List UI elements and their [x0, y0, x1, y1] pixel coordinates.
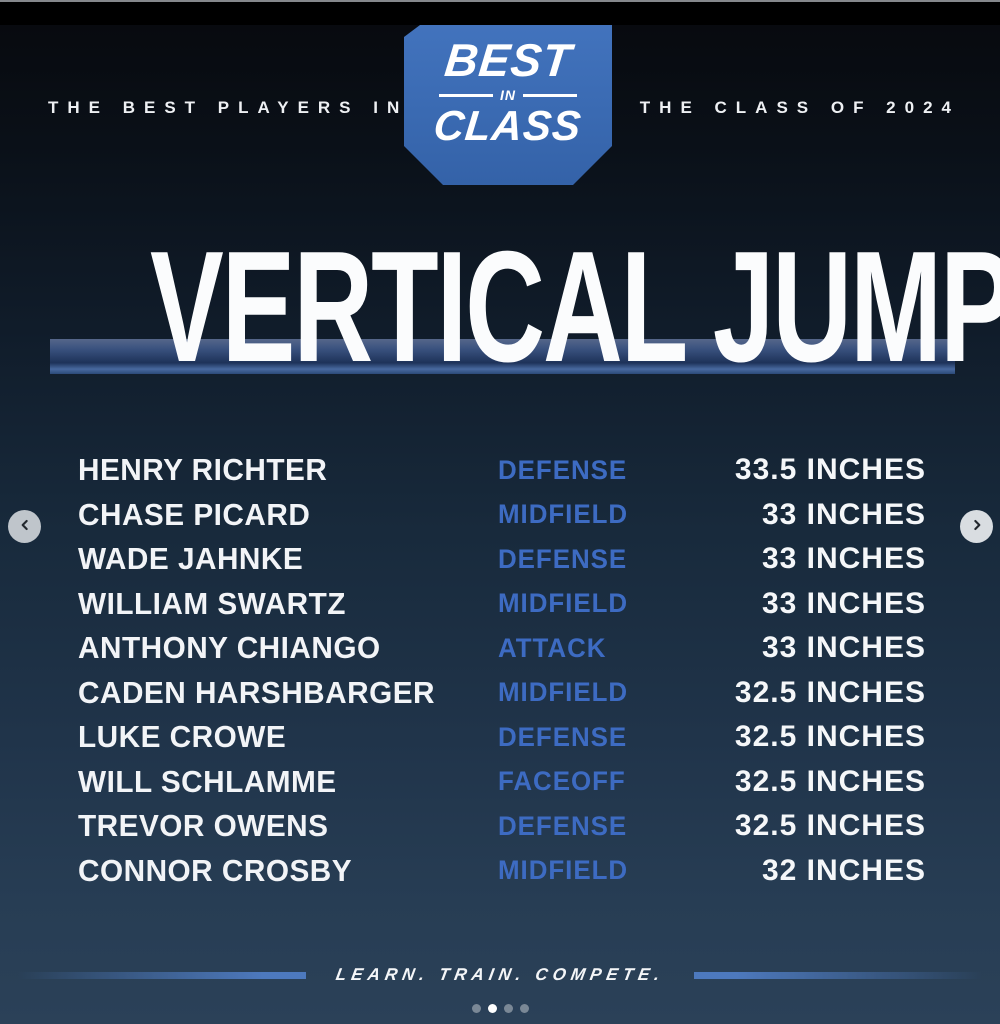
player-measurement: 32.5 INCHES	[734, 809, 926, 843]
chevron-right-icon	[969, 517, 985, 536]
player-position: MIDFIELD	[498, 588, 629, 619]
player-name: LUKE CROWE	[78, 719, 287, 755]
carousel-prev-button[interactable]	[8, 510, 41, 543]
ranking-table: HENRY RICHTER DEFENSE 33.5 INCHES CHASE …	[78, 448, 926, 893]
player-name: CADEN HARSHBARGER	[78, 674, 436, 710]
player-name: CONNOR CROSBY	[78, 852, 353, 888]
table-row: CADEN HARSHBARGER MIDFIELD 32.5 INCHES	[78, 671, 926, 716]
logo-word-class: CLASS	[431, 102, 585, 149]
player-measurement: 33 INCHES	[761, 631, 926, 665]
table-row: WILLIAM SWARTZ MIDFIELD 33 INCHES	[78, 582, 926, 627]
player-position: ATTACK	[498, 632, 607, 663]
logo-divider-line-right	[523, 93, 577, 97]
footer-tagline-row: LEARN. TRAIN. COMPETE.	[0, 961, 1000, 989]
player-measurement: 33 INCHES	[761, 542, 926, 576]
player-name: CHASE PICARD	[78, 496, 311, 532]
player-position: MIDFIELD	[498, 499, 629, 530]
table-row: ANTHONY CHIANGO ATTACK 33 INCHES	[78, 626, 926, 671]
logo-word-in: IN	[500, 87, 516, 103]
carousel-dots	[0, 1004, 1000, 1013]
tagline-line-left	[17, 971, 306, 979]
footer-tagline: LEARN. TRAIN. COMPETE.	[334, 965, 666, 984]
carousel-dot[interactable]	[503, 1004, 513, 1013]
chevron-left-icon	[17, 517, 33, 536]
player-measurement: 32.5 INCHES	[734, 675, 926, 709]
player-position: DEFENSE	[498, 721, 628, 752]
player-measurement: 33 INCHES	[761, 497, 926, 531]
player-measurement: 33 INCHES	[761, 586, 926, 620]
table-row: WILL SCHLAMME FACEOFF 32.5 INCHES	[78, 760, 926, 805]
player-name: WILL SCHLAMME	[78, 763, 337, 799]
player-name: WADE JAHNKE	[78, 541, 304, 577]
carousel-next-button[interactable]	[960, 510, 993, 543]
carousel-dot[interactable]	[519, 1004, 529, 1013]
player-position: DEFENSE	[498, 543, 628, 574]
tagline-line-right	[694, 971, 983, 979]
table-row: CONNOR CROSBY MIDFIELD 32 INCHES	[78, 849, 926, 894]
player-name: HENRY RICHTER	[78, 452, 328, 488]
logo-divider-line-left	[439, 93, 493, 97]
kicker-left: THE BEST PLAYERS IN	[48, 98, 409, 117]
best-in-class-logo: BEST IN CLASS	[404, 25, 612, 185]
player-position: FACEOFF	[498, 766, 626, 797]
player-position: DEFENSE	[498, 454, 628, 485]
logo-in-divider: IN	[439, 88, 577, 102]
player-measurement: 32.5 INCHES	[734, 764, 926, 798]
top-hairline	[0, 0, 1000, 2]
carousel-dot[interactable]	[471, 1004, 481, 1013]
page-title: VERTICAL JUMP	[150, 219, 1000, 395]
player-position: MIDFIELD	[498, 855, 629, 886]
player-measurement: 32 INCHES	[761, 853, 926, 887]
player-measurement: 32.5 INCHES	[734, 720, 926, 754]
player-position: MIDFIELD	[498, 677, 629, 708]
logo-word-best: BEST	[441, 34, 575, 86]
table-row: WADE JAHNKE DEFENSE 33 INCHES	[78, 537, 926, 582]
player-measurement: 33.5 INCHES	[734, 453, 926, 487]
table-row: LUKE CROWE DEFENSE 32.5 INCHES	[78, 715, 926, 760]
player-name: ANTHONY CHIANGO	[78, 630, 381, 666]
player-position: DEFENSE	[498, 810, 628, 841]
player-name: TREVOR OWENS	[78, 808, 329, 844]
carousel-dot-active[interactable]	[487, 1004, 497, 1013]
table-row: TREVOR OWENS DEFENSE 32.5 INCHES	[78, 804, 926, 849]
top-black-band	[0, 2, 1000, 25]
kicker-right: THE CLASS OF 2024	[639, 98, 960, 117]
player-name: WILLIAM SWARTZ	[78, 585, 346, 621]
table-row: HENRY RICHTER DEFENSE 33.5 INCHES	[78, 448, 926, 493]
title-accent-bar	[50, 339, 955, 374]
table-row: CHASE PICARD MIDFIELD 33 INCHES	[78, 493, 926, 538]
